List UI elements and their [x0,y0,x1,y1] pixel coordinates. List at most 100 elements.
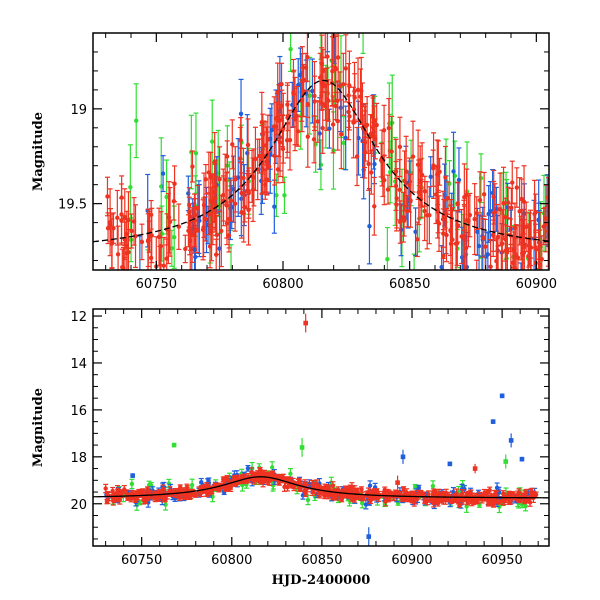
data-point-red [449,499,454,504]
data-point-red [275,89,280,95]
data-point-red [397,187,402,192]
data-point-red [284,138,290,143]
data-point-red [148,212,154,218]
data-point-red [250,187,256,192]
data-point-red [370,114,375,119]
data-point-red [403,169,409,174]
data-point-red [533,260,538,266]
data-point-red [119,489,124,495]
data-point-red [477,197,483,203]
data-point-red [280,146,286,152]
data-point-red [119,212,124,217]
x-tick-label: 60750 [136,277,177,292]
data-point-blue [367,224,372,229]
data-point-red [422,498,428,503]
data-point-red [483,244,488,249]
data-point-blue [136,328,140,332]
data-point-red [443,175,448,180]
data-point-red [507,494,513,500]
data-point-red [148,255,154,261]
model-curve-line [93,79,549,243]
data-point-red [474,210,479,216]
data-point-red [203,177,209,182]
data-point-red [224,154,230,159]
data-point-red [415,162,421,167]
data-point-red [105,226,111,231]
data-point-red [374,488,380,493]
data-point-red [212,196,217,201]
top-panel-frame [92,32,550,271]
data-point-green [146,482,152,488]
data-point-red [537,243,543,248]
data-point-red [194,227,200,232]
data-point-green [129,481,135,487]
data-point-red [315,119,320,124]
data-point-red [407,182,412,188]
data-point-green [361,21,365,25]
data-point-red [491,233,496,238]
data-point-red [505,200,511,205]
data-point-red [156,234,162,240]
data-point-red [230,142,235,147]
data-point-red [339,132,344,137]
data-point-red [272,153,277,159]
data-point-blue [160,171,166,176]
data-point-blue [229,204,234,210]
data-point-red [526,243,531,248]
data-point-red [514,185,520,190]
data-point-red [325,54,330,59]
data-point-red [436,221,442,226]
data-point-green [159,184,164,189]
data-point-red [164,256,169,261]
data-point-red [311,137,317,142]
data-point-red [126,250,131,255]
data-point-red [372,204,377,209]
data-point-green [210,139,215,144]
data-point-red [368,131,373,137]
data-point-blue [439,264,444,270]
data-point-red [285,102,290,107]
data-point-red [426,491,431,497]
data-point-red [302,481,308,486]
data-point-red [422,208,427,214]
data-point-red [188,230,193,236]
data-point-red [305,134,311,139]
data-point-red [441,214,446,219]
data-point-red [320,81,326,86]
data-point-blue [310,88,315,94]
data-point-red [139,239,145,245]
data-point-blue [327,126,332,131]
data-point-red [331,28,335,32]
data-point-red [115,215,120,220]
data-point-red [359,88,364,94]
data-point-red [366,161,371,167]
data-point-red [448,228,453,233]
data-point-red [460,491,465,497]
data-point-blue [413,229,418,234]
data-point-red [496,273,500,277]
data-point-red [519,196,524,202]
data-point-blue [464,264,470,270]
data-point-red [497,206,503,212]
data-point-blue [461,290,465,294]
data-point-blue [372,161,377,167]
data-point-red [323,26,327,30]
data-point-red [212,482,218,488]
data-point-red [335,118,340,124]
series-blue-points [136,33,549,332]
data-point-red [330,483,336,488]
data-point-red [126,217,131,223]
x-tick-label: 60800 [262,277,303,292]
data-point-red [349,484,355,490]
data-point-red [158,271,162,275]
data-point-red [358,94,363,99]
data-point-red [527,500,533,505]
data-point-red [246,207,251,213]
data-point-red [481,235,486,241]
data-point-red [241,175,246,181]
data-point-blue [451,169,456,174]
series-red-points [104,26,549,277]
data-point-red [115,252,121,257]
x-tick-label: 60900 [516,277,557,292]
data-point-red [397,219,403,225]
